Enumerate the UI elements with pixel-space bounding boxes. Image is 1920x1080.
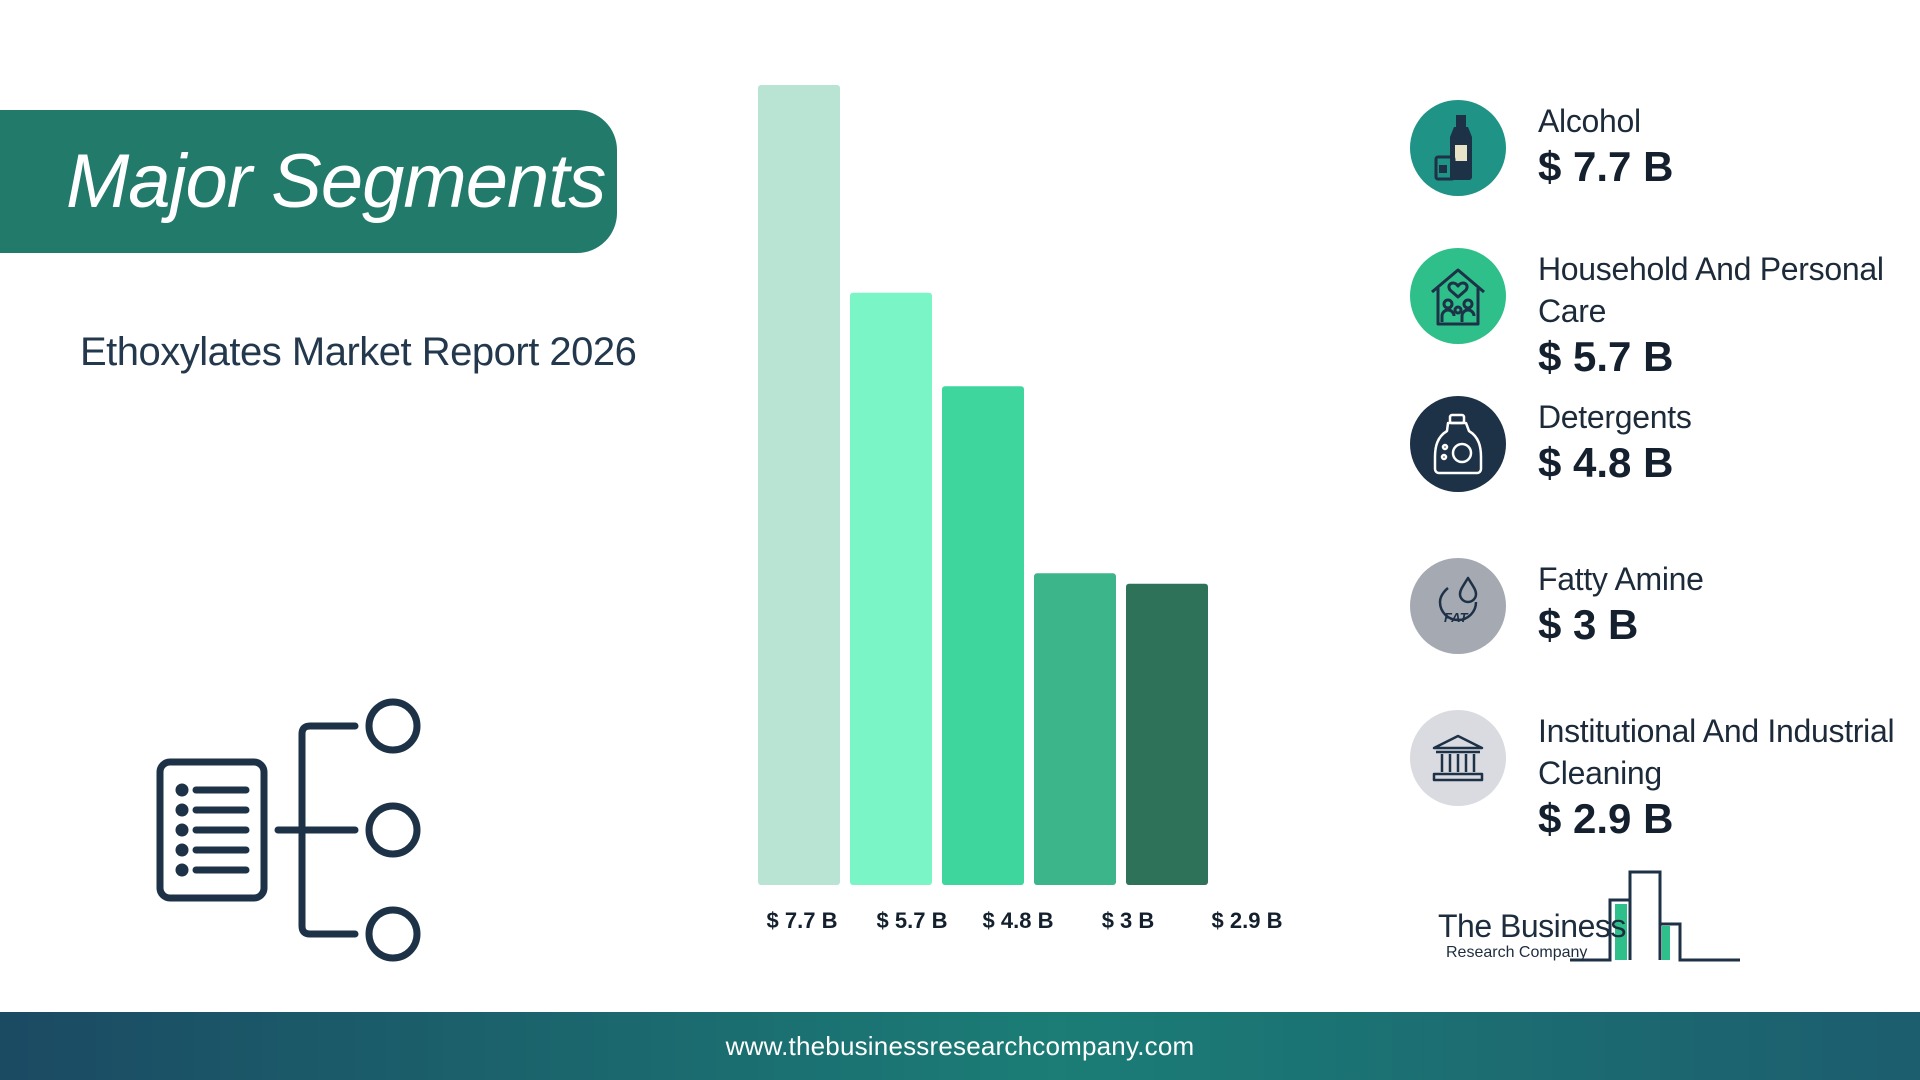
legend-value: $ 5.7 B: [1538, 333, 1674, 380]
legend-value: $ 4.8 B: [1538, 439, 1674, 486]
bottle-icon: [1434, 115, 1472, 181]
legend-label: Fatty Amine: [1538, 561, 1704, 597]
bar-value-label: $ 7.7 B: [767, 908, 838, 933]
bar-value-label: $ 4.8 B: [983, 908, 1054, 933]
bar-institutional-and-industrial-cleaning: [1126, 583, 1208, 885]
legend-label: Detergents: [1538, 399, 1692, 435]
logo-text-secondary: Research Company: [1446, 944, 1588, 961]
segment-legend: Alcohol $ 7.7 B Household And Personal C…: [1410, 0, 1910, 850]
company-logo: The Business Research Company: [1430, 868, 1750, 968]
bar-detergents: [942, 386, 1024, 885]
family-home-icon: [1431, 268, 1485, 326]
bar-fatty-amine: [1034, 573, 1116, 885]
fat-drop-icon: FAT: [1438, 576, 1478, 625]
segments-bar-chart: $ 7.7 B $ 5.7 B $ 4.8 B $ 3 B $ 2.9 B: [758, 85, 1283, 933]
legend-circle: [1410, 396, 1506, 492]
legend-value: $ 7.7 B: [1538, 143, 1674, 190]
legend-label: Alcohol: [1538, 103, 1641, 139]
institution-building-icon: [1432, 734, 1484, 782]
legend-value: $ 3 B: [1538, 601, 1639, 648]
page-title: Major Segments: [66, 139, 606, 224]
legend-label: Institutional And Industrial Cleaning: [1538, 713, 1895, 791]
report-subtitle: Ethoxylates Market Report 2026: [80, 330, 637, 374]
bar-value-label: $ 3 B: [1102, 908, 1155, 933]
footer-url[interactable]: www.thebusinessresearchcompany.com: [725, 1030, 1195, 1061]
footer-bar: www.thebusinessresearchcompany.com: [0, 1012, 1920, 1080]
legend-circle: [1410, 248, 1506, 344]
svg-text:FAT: FAT: [1444, 610, 1469, 625]
detergent-bottle-icon: [1433, 413, 1483, 475]
legend-label: Household And Personal Care: [1538, 251, 1884, 329]
segments-tree-icon: [156, 698, 421, 962]
legend-circle: FAT: [1410, 558, 1506, 654]
logo-bars-icon: [1570, 870, 1740, 962]
logo-text-primary: The Business: [1438, 908, 1626, 944]
title-banner: Major Segments: [0, 110, 617, 253]
bar-alcohol: [758, 85, 840, 885]
legend-value: $ 2.9 B: [1538, 795, 1674, 842]
bar-value-label: $ 2.9 B: [1212, 908, 1283, 933]
bar-value-label: $ 5.7 B: [877, 908, 948, 933]
bar-household-and-personal-care: [850, 292, 932, 885]
legend-circle: [1410, 710, 1506, 806]
legend-circle: [1410, 100, 1506, 196]
